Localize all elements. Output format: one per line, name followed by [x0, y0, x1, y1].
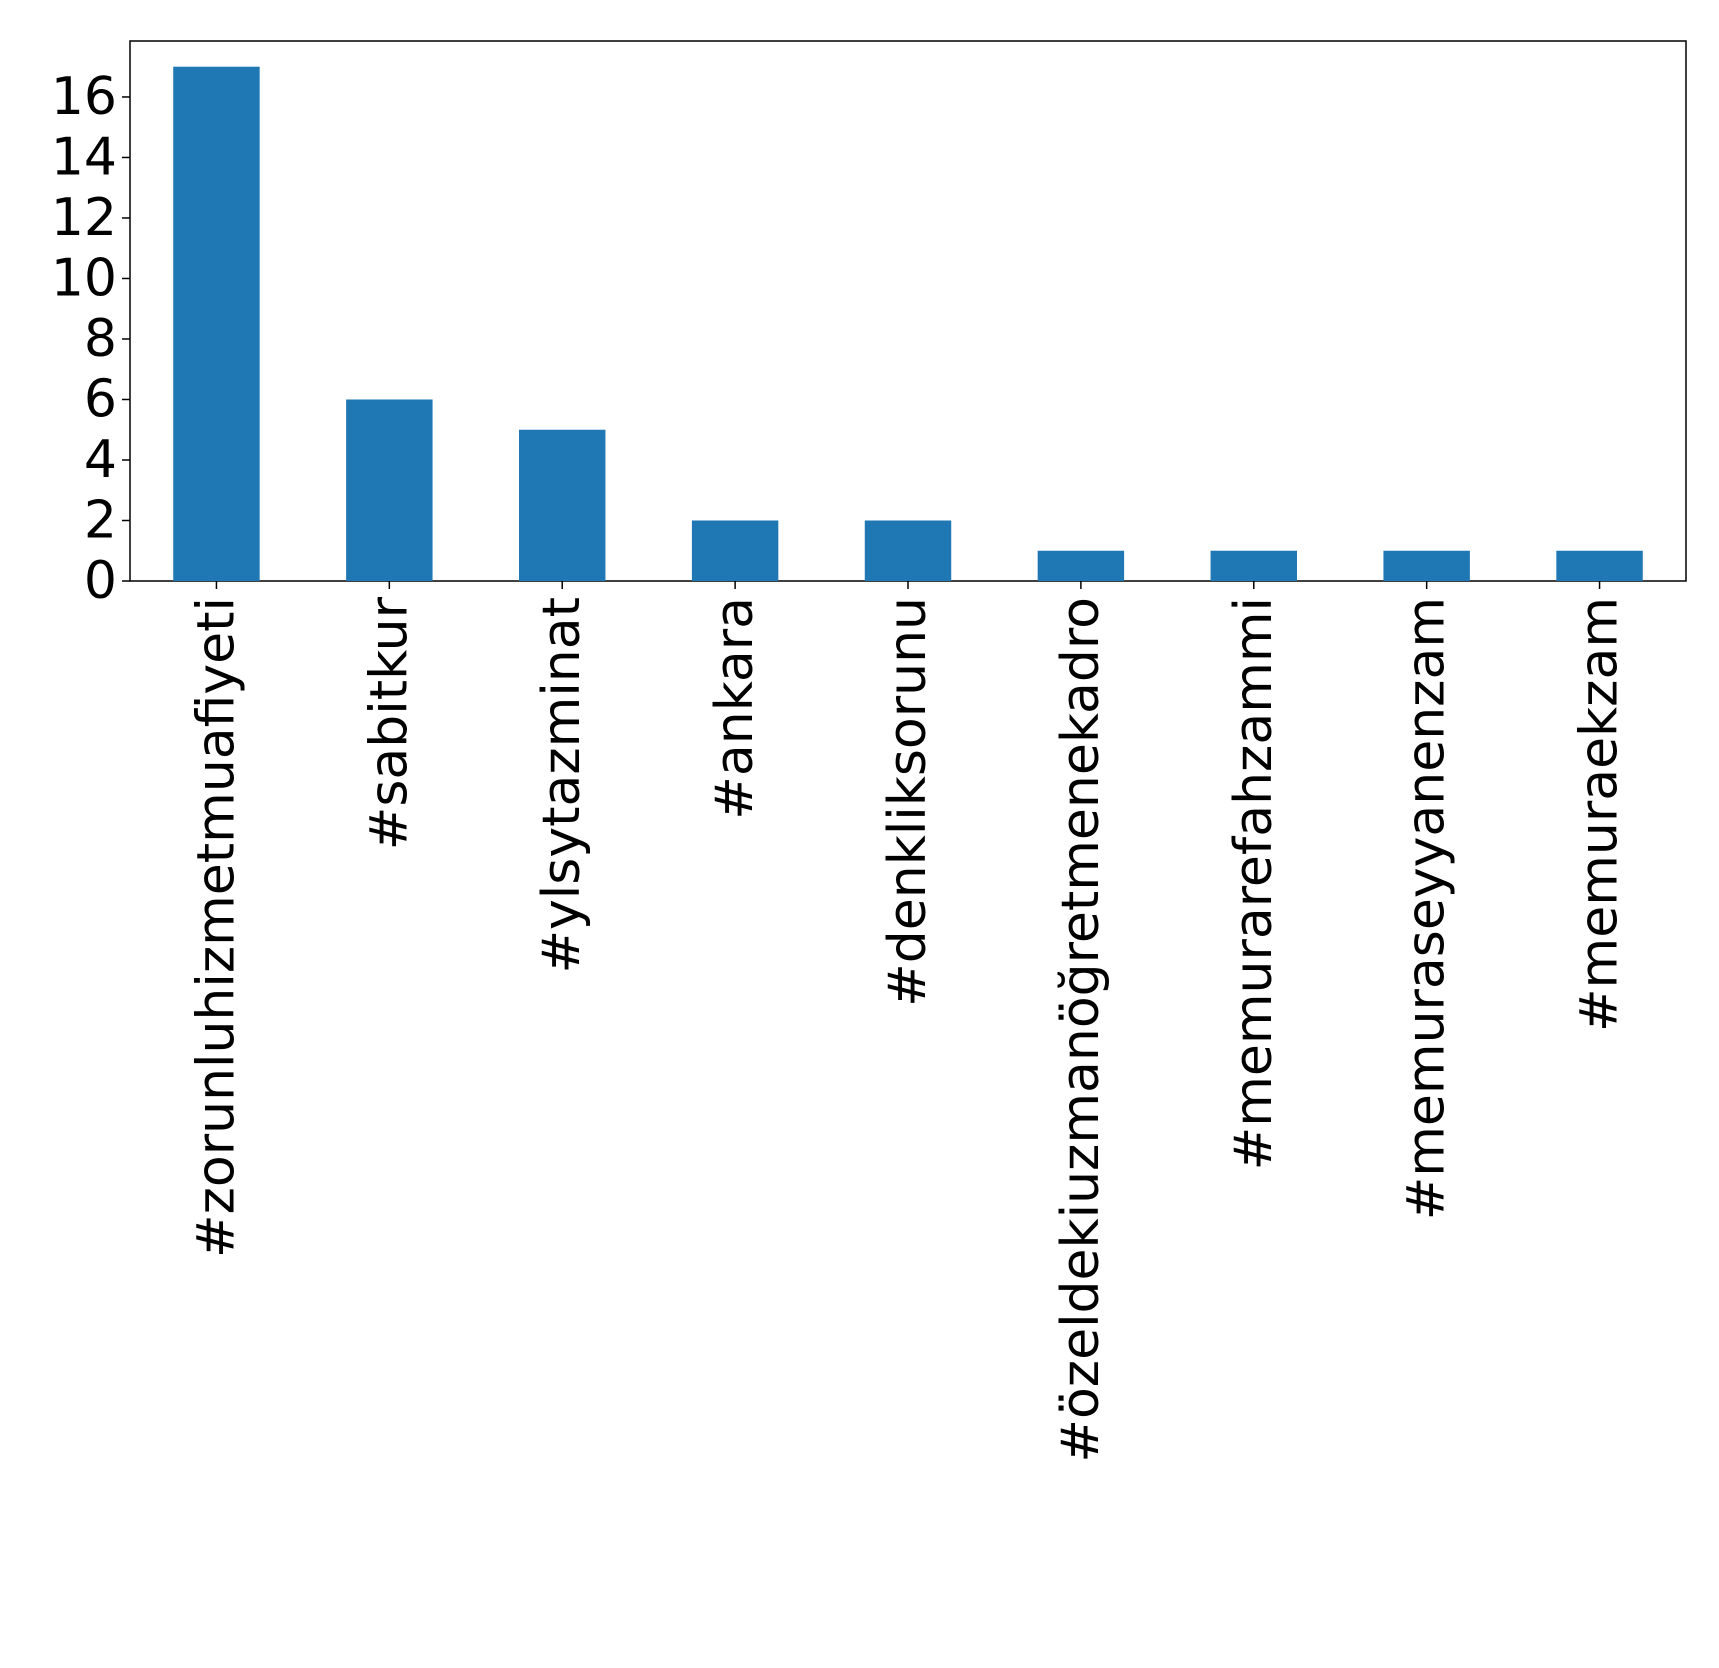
bar-0 — [173, 66, 260, 581]
y-tick-label-8: 16 — [51, 67, 117, 127]
x-axis: #zorunluhizmetmuafiyeti #sabitkur #ylsytaz… — [186, 581, 1630, 1463]
bars-group — [173, 66, 1643, 581]
y-tick-label-5: 10 — [51, 248, 117, 308]
x-tick-label-6: #memurarefahzammi — [1224, 597, 1284, 1170]
y-tick-label-3: 6 — [84, 369, 117, 429]
x-tick-label-8: #memuraekzam — [1570, 597, 1630, 1032]
bar-8 — [1556, 550, 1643, 581]
x-tick-label-4: #denkliksorunu — [878, 597, 938, 1007]
y-tick-label-7: 14 — [51, 127, 117, 187]
y-tick-label-6: 12 — [51, 188, 117, 248]
bar-6 — [1210, 550, 1297, 581]
x-tick-label-5: #özeldekiuzmanöğretmenekadro — [1051, 597, 1111, 1463]
bar-2 — [519, 429, 606, 581]
x-tick-label-3: #ankara — [705, 597, 765, 820]
y-tick-label-4: 8 — [84, 309, 117, 369]
bar-7 — [1383, 550, 1470, 581]
y-tick-label-2: 4 — [84, 430, 117, 490]
y-tick-label-1: 2 — [84, 490, 117, 550]
y-tick-label-0: 0 — [84, 551, 117, 611]
bar-4 — [864, 520, 952, 581]
bar-1 — [346, 399, 433, 581]
bar-5 — [1037, 550, 1125, 581]
x-tick-label-0: #zorunluhizmetmuafiyeti — [186, 597, 246, 1258]
x-tick-label-7: #memuraseyyanenzam — [1397, 597, 1457, 1220]
x-tick-label-2: #ylsytazminat — [532, 597, 592, 974]
x-tick-label-1: #sabitkur — [359, 596, 419, 850]
bar-3 — [691, 520, 779, 581]
